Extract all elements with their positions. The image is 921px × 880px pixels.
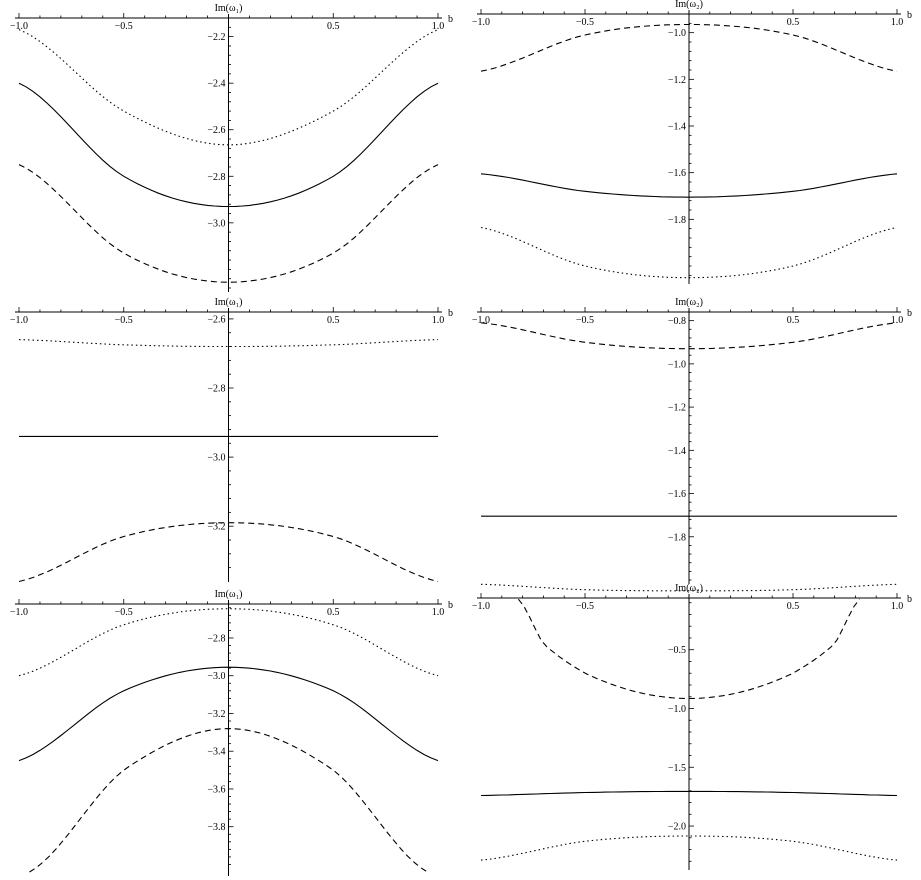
y-tick-label: −1.2: [668, 75, 686, 86]
y-tick-label: −1.0: [668, 28, 686, 39]
y-axis-title: Im(ω₁): [215, 297, 243, 308]
x-tick-label: −0.5: [576, 315, 594, 326]
y-axis-title: Im(ω₁): [215, 589, 243, 600]
x-tick-label: 1.0: [891, 601, 904, 612]
y-tick-label: −2.6: [207, 125, 225, 136]
y-tick-label: −1.0: [668, 704, 686, 715]
y-tick-label: −3.6: [207, 784, 225, 795]
x-tick-label: 1.0: [891, 315, 904, 326]
x-tick-label: −1.0: [10, 607, 28, 618]
x-tick-label: −1.0: [472, 17, 490, 28]
x-tick-label: −1.0: [10, 315, 28, 326]
x-tick-label: −1.0: [472, 601, 490, 612]
series-solid-curve: [18, 666, 439, 762]
y-tick-label: −3.0: [207, 218, 225, 229]
series-dashed-curve: [18, 522, 439, 583]
series-dashed-curve: [29, 728, 428, 873]
y-tick-label: −2.8: [207, 384, 225, 395]
y-tick-label: −2.8: [207, 633, 225, 644]
x-tick-label: −0.5: [115, 21, 133, 32]
chart-panel-1: −1.0 −0.5 0.5 1.0 −2.2 −2.4 −2.6 −2.8 −3.0 Im(ω₁)…: [10, 3, 453, 292]
y-tick-label: −3.0: [207, 671, 225, 682]
y-tick-label: −1.5: [668, 763, 686, 774]
y-tick-label: −2.4: [207, 79, 225, 90]
series-dashed-curve: [480, 322, 898, 350]
x-tick-label: 1.0: [891, 17, 904, 28]
x-tick-label: −0.5: [115, 315, 133, 326]
chart-panel-5: −1.0 −0.5 0.5 1.0 −2.8 −3.0 −3.2 −3.4 −3.6 −3.8 Im…: [10, 589, 453, 876]
y-tick-label: −1.4: [668, 122, 686, 133]
series-solid-curve: [480, 790, 898, 797]
y-tick-label: −1.6: [668, 168, 686, 179]
x-tick-label: −0.5: [576, 601, 594, 612]
x-tick-label: −1.0: [472, 315, 490, 326]
y-tick-label: −0.8: [668, 316, 686, 327]
chart-panel-4: −1.0 −0.5 0.5 1.0 −0.8 −1.0 −1.2 −1.4 −1.6 −1.8 Im…: [472, 297, 912, 592]
y-tick-label: −2.0: [668, 822, 686, 833]
x-tick-label: 1.0: [432, 21, 445, 32]
y-tick-label: −0.5: [668, 645, 686, 656]
y-tick-label: −3.2: [207, 709, 225, 720]
y-tick-label: −2.2: [207, 32, 225, 43]
y-tick-label: −1.4: [668, 446, 686, 457]
x-tick-label: −0.5: [115, 607, 133, 618]
series-dashed-curve: [18, 164, 439, 283]
y-axis-title: Im(ω₂): [675, 0, 703, 10]
series-solid-curve: [18, 82, 439, 208]
x-tick-label: −0.5: [576, 17, 594, 28]
x-tick-label: 0.5: [787, 601, 800, 612]
x-axis-title: b: [907, 308, 912, 319]
y-tick-label: −1.6: [668, 489, 686, 500]
chart-panel-2: −1.0 −0.5 0.5 1.0 −1.0 −1.2 −1.4 −1.6 −1.8 Im(ω₂)…: [472, 0, 912, 284]
x-axis-title: b: [448, 14, 453, 25]
y-tick-label: −1.0: [668, 359, 686, 370]
y-tick-label: −1.8: [668, 532, 686, 543]
y-tick-label: −2.6: [207, 314, 225, 325]
series-dashed-curve: [480, 23, 898, 72]
x-tick-label: 0.5: [327, 21, 340, 32]
y-tick-label: −3.0: [207, 453, 225, 464]
series-dotted-curve: [480, 583, 898, 592]
x-tick-label: 1.0: [432, 315, 445, 326]
x-tick-label: 0.5: [327, 315, 340, 326]
x-tick-label: 0.5: [787, 315, 800, 326]
chart-panel-6: −1.0 −0.5 0.5 1.0 −0.5 −1.0 −1.5 −2.0 Im(ω₂) b: [472, 583, 912, 870]
y-axis-title: Im(ω₂): [675, 297, 703, 308]
y-tick-label: −2.8: [207, 172, 225, 183]
x-tick-label: −1.0: [10, 21, 28, 32]
series-solid-curve: [480, 173, 898, 198]
x-tick-label: 1.0: [432, 607, 445, 618]
series-dashed-curve: [517, 598, 861, 700]
series-dotted-curve: [480, 226, 898, 279]
y-tick-label: −1.8: [668, 215, 686, 226]
x-axis-title: b: [448, 600, 453, 611]
x-tick-label: 0.5: [787, 17, 800, 28]
x-axis-title: b: [448, 308, 453, 319]
chart-panel-3: −1.0 −0.5 0.5 1.0 −2.6 −2.8 −3.0 −3.2 Im(ω₁) b: [10, 297, 453, 583]
y-tick-label: −3.4: [207, 747, 225, 758]
y-tick-label: −3.2: [207, 522, 225, 533]
y-tick-label: −1.2: [668, 403, 686, 414]
y-axis-title: Im(ω₁): [215, 3, 243, 14]
y-tick-label: −3.8: [207, 822, 225, 833]
x-tick-label: 0.5: [327, 607, 340, 618]
x-axis-title: b: [907, 10, 912, 21]
y-axis-title: Im(ω₂): [675, 583, 703, 594]
x-axis-title: b: [907, 594, 912, 605]
